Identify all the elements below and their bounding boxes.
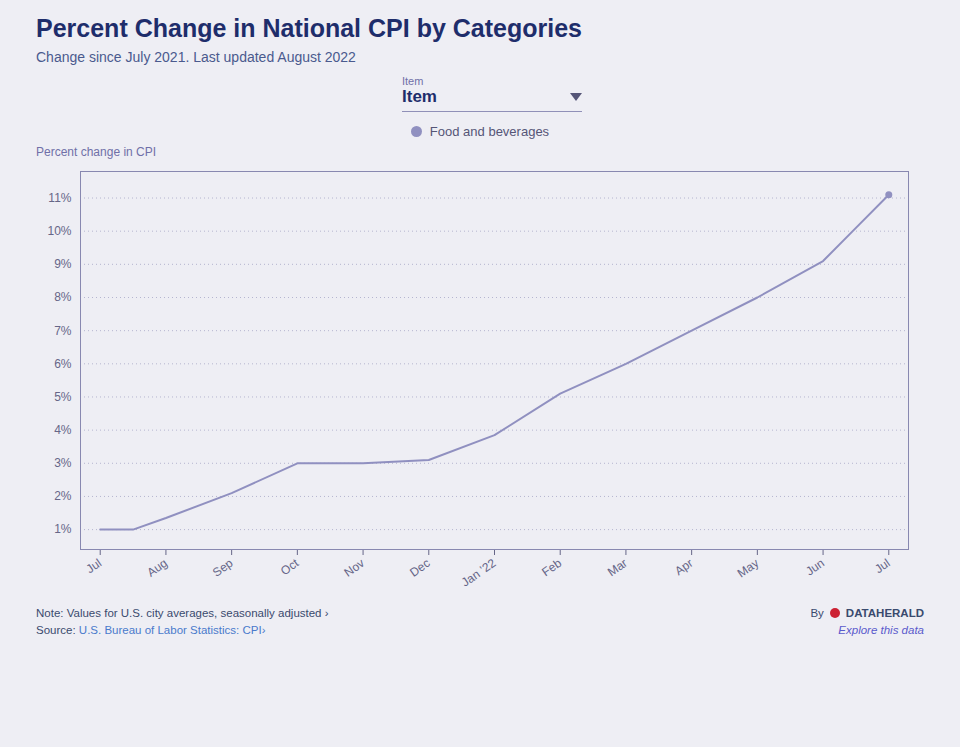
svg-text:6%: 6% — [54, 357, 72, 371]
svg-text:Mar: Mar — [605, 556, 630, 579]
html-text:Percent change in CPI: Percent change in CPI — [36, 145, 157, 159]
html-text:By: By — [810, 607, 824, 619]
svg-text:Sep: Sep — [210, 556, 236, 580]
html-text:Explore this data: Explore this data — [838, 624, 924, 636]
svg-text:8%: 8% — [54, 290, 72, 304]
svg-text:11%: 11% — [48, 191, 71, 205]
svg-text:Aug: Aug — [144, 556, 170, 580]
svg-text:Jul: Jul — [84, 556, 105, 576]
svg-text:3%: 3% — [54, 456, 72, 470]
html-text:Source: U.S. Bureau of Labor S: Source: U.S. Bureau of Labor Statistics:… — [36, 624, 266, 636]
svg-text:Feb: Feb — [539, 556, 564, 580]
svg-text:Jan ’22: Jan ’22 — [459, 556, 499, 590]
svg-text:Nov: Nov — [341, 556, 367, 580]
svg-text:1%: 1% — [54, 522, 72, 536]
html-text:Item: Item — [402, 87, 437, 106]
html-text:Percent Change in National CPI: Percent Change in National CPI by Catego… — [36, 14, 582, 42]
svg-text:4%: 4% — [54, 423, 72, 437]
svg-text:5%: 5% — [54, 390, 72, 404]
svg-text:Oct: Oct — [278, 556, 302, 579]
svg-text:Dec: Dec — [407, 556, 433, 580]
svg-text:2%: 2% — [54, 489, 72, 503]
svg-text:10%: 10% — [47, 224, 71, 238]
svg-text:9%: 9% — [54, 257, 72, 271]
html-text:DATAHERALD: DATAHERALD — [845, 607, 924, 619]
html-text:Note: Values for U.S. city ave: Note: Values for U.S. city averages, sea… — [36, 607, 329, 619]
svg-text:7%: 7% — [54, 323, 72, 337]
svg-text:Apr: Apr — [672, 556, 695, 578]
svg-text:May: May — [735, 556, 762, 580]
html-text:Item: Item — [402, 75, 424, 87]
svg-text:Jun: Jun — [803, 556, 827, 579]
html-text:Change since July 2021. Last u: Change since July 2021. Last updated Aug… — [36, 49, 356, 65]
html-text:Food and beverages: Food and beverages — [429, 124, 550, 139]
svg-text:Jul: Jul — [872, 556, 893, 576]
